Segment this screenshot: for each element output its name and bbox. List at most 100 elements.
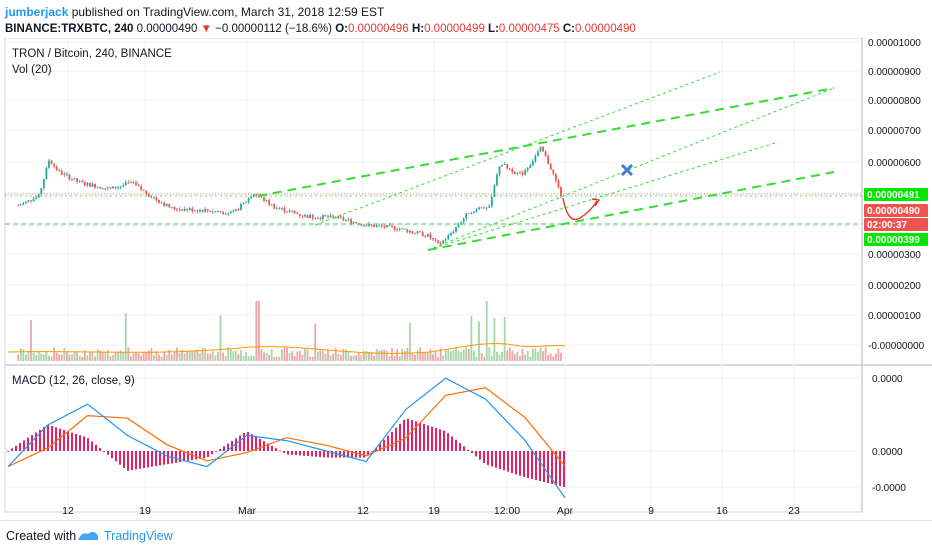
- candle-body: [145, 190, 148, 194]
- candle-body: [129, 182, 132, 184]
- volume-bar: [112, 355, 114, 361]
- low-value: 0.00000475: [498, 23, 560, 35]
- macd-histogram-bar: [355, 451, 357, 458]
- price-candles: [17, 146, 562, 245]
- candle-body: [17, 205, 20, 207]
- upper-channel-line: [257, 87, 835, 197]
- macd-histogram-bar: [59, 428, 61, 451]
- price-change: −0.00000112 (−18.6%): [211, 23, 332, 35]
- volume-bar: [58, 354, 61, 361]
- candle-body: [429, 233, 432, 239]
- author-link[interactable]: jumberjack: [5, 5, 69, 19]
- volume-bar: [409, 322, 411, 361]
- volume-bar: [201, 347, 204, 361]
- candle-body: [414, 233, 416, 235]
- volume-bar: [416, 350, 419, 361]
- candle-body: [332, 215, 335, 217]
- volume-bar: [406, 347, 409, 361]
- candle-body: [513, 172, 516, 174]
- candle-body: [86, 182, 89, 186]
- macd-histogram-bar: [303, 451, 305, 456]
- macd-histogram-bar: [279, 450, 281, 452]
- axes: 12 19 Mar 12 19 12:00 Apr 9 16 23 0.00001000 0.0000…: [62, 38, 924, 517]
- down-arrow-icon: ▼: [200, 23, 212, 35]
- price-tag-label: 02:00:37: [867, 220, 907, 231]
- publish-info: published on TradingView.com, March 31, …: [68, 5, 385, 19]
- volume-bar: [206, 353, 209, 361]
- publish-line: jumberjack published on TradingView.com,…: [5, 5, 384, 19]
- candle-body: [508, 168, 511, 170]
- volume-bar: [181, 349, 183, 361]
- open-value: 0.00000496: [347, 23, 409, 35]
- candle-body: [345, 219, 347, 221]
- forecast-arrow-path: [562, 197, 598, 221]
- macd-histogram-bar: [267, 443, 269, 451]
- volume-bar: [255, 301, 258, 361]
- volume-bar: [60, 354, 63, 361]
- volume-bar: [250, 355, 253, 361]
- created-with-label: Created with: [6, 529, 77, 543]
- volume-bar: [485, 301, 488, 361]
- macd-histogram-bar: [23, 440, 25, 451]
- volume-bar: [245, 352, 247, 361]
- tradingview-link[interactable]: TradingView: [104, 529, 173, 543]
- last-price: 0.00000490: [133, 23, 198, 35]
- macd-histogram-bar: [491, 451, 493, 467]
- macd-histogram-bar: [407, 418, 409, 451]
- candle-body: [547, 156, 550, 164]
- candle-body: [503, 164, 506, 166]
- candle-body: [539, 146, 542, 152]
- candle-body: [37, 194, 40, 198]
- volume-bar: [513, 354, 516, 361]
- candle-body: [286, 211, 288, 213]
- macd-histogram-bar: [71, 432, 73, 451]
- volume-bar: [247, 356, 250, 361]
- volume-bar: [465, 347, 468, 361]
- candle-body: [296, 212, 299, 215]
- volume-bar: [219, 315, 222, 361]
- candle-body: [204, 209, 207, 212]
- candle-body: [334, 216, 337, 219]
- volume-bar: [329, 355, 332, 361]
- volume-bar: [490, 355, 493, 361]
- candle-body: [373, 225, 375, 228]
- chart-area[interactable]: 12 19 Mar 12 19 12:00 Apr 9 16 23 0.00001000 0.0000…: [0, 37, 932, 517]
- macd-histogram-bar: [127, 451, 129, 471]
- candle-body: [50, 160, 53, 165]
- candle-body: [524, 170, 527, 175]
- y-tick-label: 0.00000800: [868, 96, 921, 107]
- volume-bar: [319, 350, 322, 361]
- candle-body: [378, 225, 381, 227]
- candle-body: [240, 204, 242, 211]
- volume-bar: [81, 356, 84, 361]
- macd-histogram-bar: [159, 451, 161, 466]
- macd-histogram-bar: [471, 451, 473, 454]
- macd-histogram-bar: [175, 451, 177, 463]
- macd-histogram-bar: [443, 430, 445, 451]
- volume-bar: [124, 312, 127, 361]
- symbol-line: BINANCE:TRXBTC, 240 0.00000490 ▼ −0.0000…: [5, 22, 636, 36]
- candle-body: [68, 174, 71, 180]
- volume-bar: [501, 351, 503, 361]
- volume-bar: [478, 321, 480, 361]
- x-tick-label: Apr: [557, 505, 574, 516]
- volume-bar: [173, 352, 176, 361]
- tradingview-logo-icon[interactable]: [76, 527, 100, 548]
- volume-bar: [25, 354, 27, 361]
- lower-channel-line: [427, 171, 835, 251]
- candle-body: [65, 173, 68, 175]
- volume-bar: [291, 351, 294, 361]
- volume-bar: [129, 356, 132, 361]
- candle-body: [91, 183, 94, 187]
- price-tag-bg: [864, 188, 928, 201]
- candle-body: [391, 225, 393, 227]
- candle-body: [419, 231, 422, 233]
- candle-body: [153, 197, 155, 199]
- volume-bar: [150, 347, 153, 361]
- candle-body: [465, 213, 468, 219]
- volume-bar: [434, 350, 437, 361]
- candle-body: [268, 200, 271, 205]
- candle-body: [498, 166, 501, 175]
- chart-svg[interactable]: 12 19 Mar 12 19 12:00 Apr 9 16 230.000010000.0000…: [0, 37, 932, 517]
- macd-histogram-bar: [283, 451, 285, 453]
